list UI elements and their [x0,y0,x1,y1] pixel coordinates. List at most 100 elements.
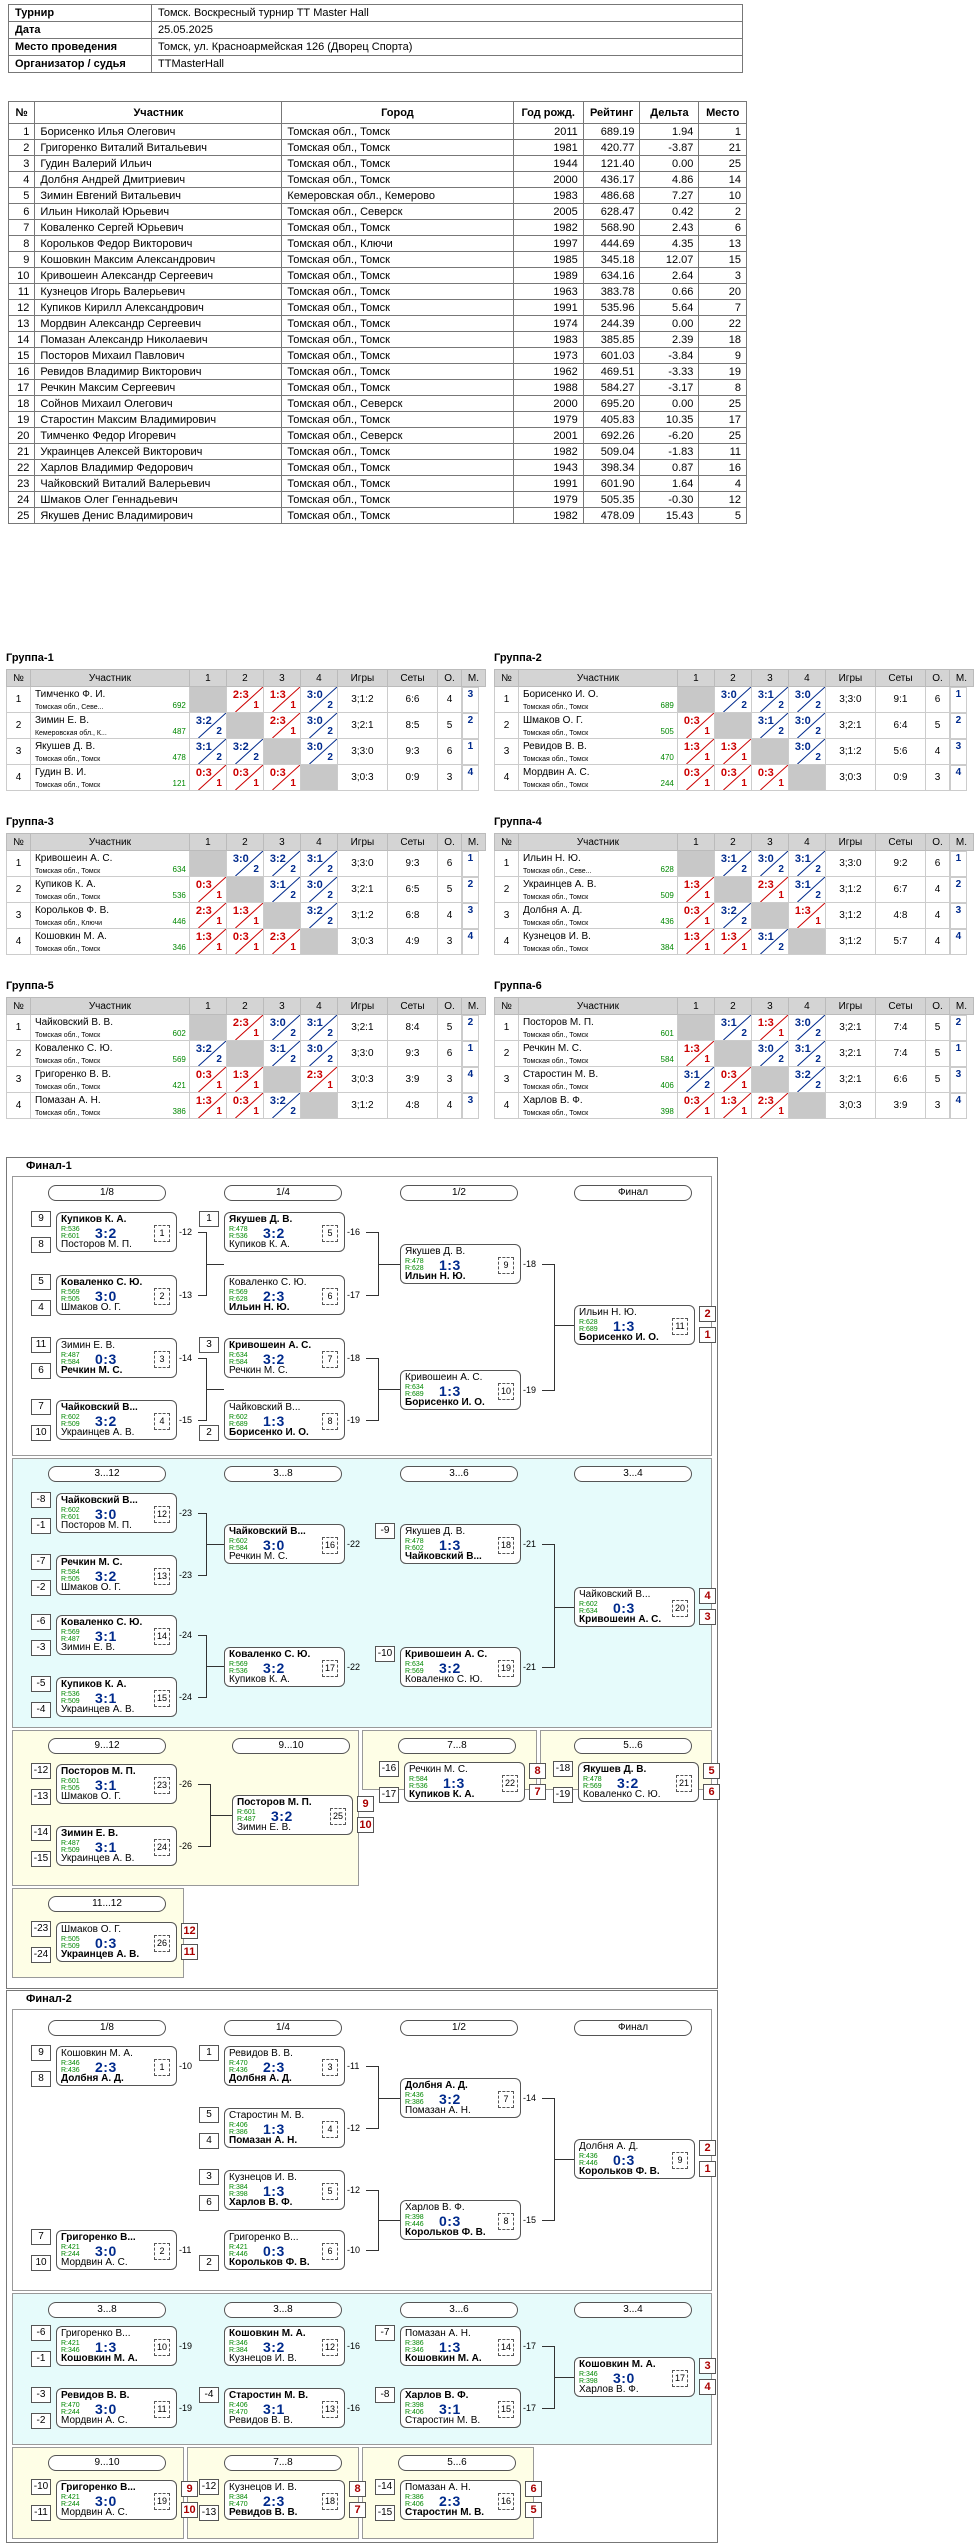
player-b-rating: R:470 [229,2409,248,2416]
slash-icon [759,851,788,876]
points-cell: 5 [437,712,462,739]
table-cell: -6.20 [639,427,700,444]
player-city: Томская обл., Томск [522,756,589,763]
slash-icon [271,929,300,954]
match-number: 13 [322,2401,338,2418]
score-cell: 1:3 1 [713,1092,752,1119]
player-a-name: Григоренко В... [61,2482,136,2493]
slash-icon [308,851,337,876]
match-score: 1:3 [232,905,249,917]
player-a-name: Речкин М. С. [409,1764,468,1775]
seed-number: 9 [31,2045,51,2061]
table-cell: Томская обл., Томск [281,475,514,492]
match-score: 1:3 [269,689,286,701]
group-row: 1 Посторов М. П. Томская обл., Томск 601 3:1… [494,1014,974,1041]
loser-destination: -10 [347,2245,361,2255]
column-header: № [494,833,519,851]
player-cell: Шмаков О. Г. Томская обл., Томск 505 [517,712,678,739]
games-cell: 3;1:2 [824,876,876,903]
player-b-name: Борисенко И. О. [229,1427,309,1438]
place-badge: 11 [181,1944,198,1960]
player-a-rating: R:436 [405,2092,424,2099]
self-cell [750,902,789,929]
table-cell: 17 [7,379,36,396]
seed-number: -17 [379,1787,399,1803]
column-header: О. [925,997,950,1015]
player-b-rating: R:244 [61,2501,80,2508]
player-b-rating: R:487 [237,1816,256,1823]
seed-number: -4 [199,2387,219,2403]
table-cell: 7.27 [639,187,700,204]
round-title: 1/4 [224,2020,342,2036]
match-points: 2 [327,700,333,711]
place-badge: 7 [349,2502,366,2518]
score-cell: 3:1 2 [787,1040,826,1067]
column-header: Участник [517,997,678,1015]
table-cell: 12 [698,491,747,508]
table-cell: 1991 [512,299,584,316]
match-number: 2 [154,1288,170,1305]
row-number: 3 [494,1066,519,1093]
seed-number: 2 [199,2255,219,2271]
table-cell: 2.64 [639,267,700,284]
player-b-rating: R:244 [61,2251,80,2258]
player-a-name: Старостин М. В. [229,2390,309,2401]
match-score: 3:1 [794,853,811,865]
match-score: 3:0 [757,853,774,865]
loser-destination: -19 [523,1385,537,1395]
score-cell: 0:3 1 [676,1092,715,1119]
match-number: 7 [498,2091,514,2108]
table-cell: 634.16 [582,267,641,284]
match-box: Зимин Е. В. R:487 R:509 3:1 24 Украинцев А. В… [56,1826,177,1866]
slash-icon [308,713,337,738]
connector-line [366,1420,378,1421]
match-points: 2 [741,700,747,711]
connector-line [198,1784,210,1785]
slash-icon [197,765,226,790]
round-title: 3...6 [400,2302,518,2318]
table-cell: 13 [698,235,747,252]
row-number: 4 [6,1092,31,1119]
round-title: 7...8 [224,2455,342,2471]
column-header: № [6,669,31,687]
match-points: 1 [778,1106,784,1117]
connector-line [554,2159,574,2160]
player-rating: 446 [172,917,186,926]
score-cell: 3:0 2 [299,1040,338,1067]
column-header: Сеты [386,997,439,1015]
group-row: 3 Григоренко В. В. Томская обл., Томск 421 0… [6,1066,486,1093]
games-cell: 3;3:0 [824,686,876,713]
group-header-row: № Участник 1 2 3 4 Игры Сеты О. М. [6,833,487,851]
round-title: 3...8 [224,2302,342,2318]
player-name: Кривошеин А. С. [34,853,113,864]
connector-line [206,1389,224,1390]
match-score: 3:2 [794,1069,811,1081]
match-score: 0:3 [683,767,700,779]
match-score: 3:2 [439,2091,461,2107]
match-number: 4 [154,1413,170,1430]
player-b-name: Мордвин А. С. [61,2257,128,2268]
player-b-rating: R:386 [405,2099,424,2106]
group-row: 4 Кошовкин М. А. Томская обл., Томск 346 1:3… [6,928,486,955]
group-row: 3 Якушев Д. В. Томская обл., Томск 478 3:1 2 3… [6,738,486,765]
connector-line [542,2408,554,2409]
loser-destination: -15 [179,1415,193,1425]
score-cell: 3:2 2 [713,902,752,929]
slash-icon [308,1067,337,1092]
match-points: 1 [253,1080,259,1091]
score-cell: 3:1 2 [713,1014,752,1041]
games-cell: 3;2:1 [824,1040,876,1067]
score-cell: 3:0 2 [299,738,338,765]
table-row: 11 Кузнецов Игорь Валерьевич Томская обл.,… [7,283,747,300]
score-cell: 2:3 1 [225,1014,264,1041]
info-value: TTMasterHall [151,55,743,73]
player-cell: Долбня А. Д. Томская обл., Томск 436 [517,902,678,929]
match-number: 11 [154,2401,170,2418]
match-points: 2 [815,726,821,737]
table-cell: 383.78 [582,283,641,300]
games-cell: 3;3:0 [336,1040,388,1067]
table-cell: Григоренко Виталий Витальевич [34,139,283,156]
match-score: 3:0 [95,1288,117,1304]
table-cell: 25 [698,155,747,172]
score-cell: 1:3 1 [750,1014,789,1041]
